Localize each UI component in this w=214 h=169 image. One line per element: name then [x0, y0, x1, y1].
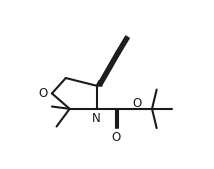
Text: O: O: [38, 87, 47, 100]
Text: N: N: [92, 112, 101, 125]
Text: O: O: [133, 97, 142, 110]
Text: O: O: [111, 131, 120, 144]
